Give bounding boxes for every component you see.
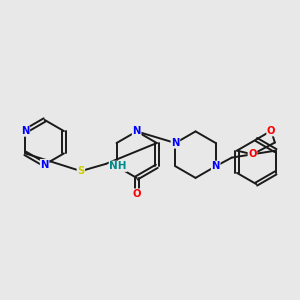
Text: N: N [133, 126, 141, 136]
Text: O: O [267, 126, 275, 136]
Text: N: N [171, 138, 180, 148]
Text: O: O [132, 189, 141, 199]
Text: N: N [212, 161, 220, 171]
Text: N: N [40, 160, 49, 170]
Text: O: O [248, 149, 257, 159]
Text: S: S [77, 166, 85, 176]
Text: NH: NH [109, 161, 127, 171]
Text: N: N [21, 126, 29, 136]
